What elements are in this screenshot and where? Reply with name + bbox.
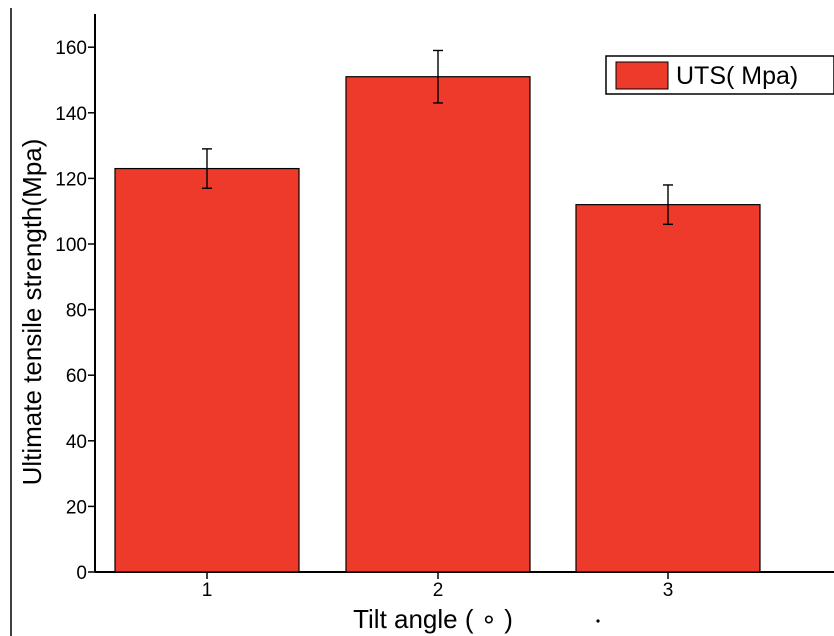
y-tick-label: 80 — [66, 301, 87, 322]
bar-1 — [114, 167, 300, 573]
x-tick-label: 1 — [202, 580, 213, 601]
y-tick-label: 160 — [55, 38, 87, 59]
y-tick-label: 140 — [55, 104, 87, 125]
y-tick-label: 0 — [76, 563, 87, 584]
x-axis-title: Tilt angle ( ∘ ) — [353, 604, 513, 634]
bars-group — [114, 76, 761, 573]
y-tick-label: 60 — [66, 366, 87, 387]
y-tick-label: 40 — [66, 432, 87, 453]
x-tick-label: 2 — [433, 580, 444, 601]
bar-2 — [345, 76, 531, 573]
y-axis-ticks: 0 20 40 60 80 100 120 140 160 — [55, 38, 95, 584]
x-axis-ticks: 1 2 3 — [202, 572, 674, 601]
y-axis-title: Ultimate tensile strength(Mpa) — [17, 139, 47, 486]
legend-label: UTS( Mpa) — [676, 62, 798, 90]
bar-3 — [575, 204, 761, 573]
stray-dot-mark — [596, 619, 600, 623]
legend: UTS( Mpa) — [605, 55, 834, 95]
x-tick-label: 3 — [663, 580, 674, 601]
y-tick-label: 20 — [66, 497, 87, 518]
error-bars-group — [202, 49, 673, 226]
y-tick-label: 120 — [55, 169, 87, 190]
error-bar-2 — [433, 49, 443, 104]
legend-swatch — [615, 61, 669, 90]
error-bar-3 — [663, 184, 673, 226]
error-bar-1 — [202, 148, 212, 189]
y-tick-label: 100 — [55, 235, 87, 256]
